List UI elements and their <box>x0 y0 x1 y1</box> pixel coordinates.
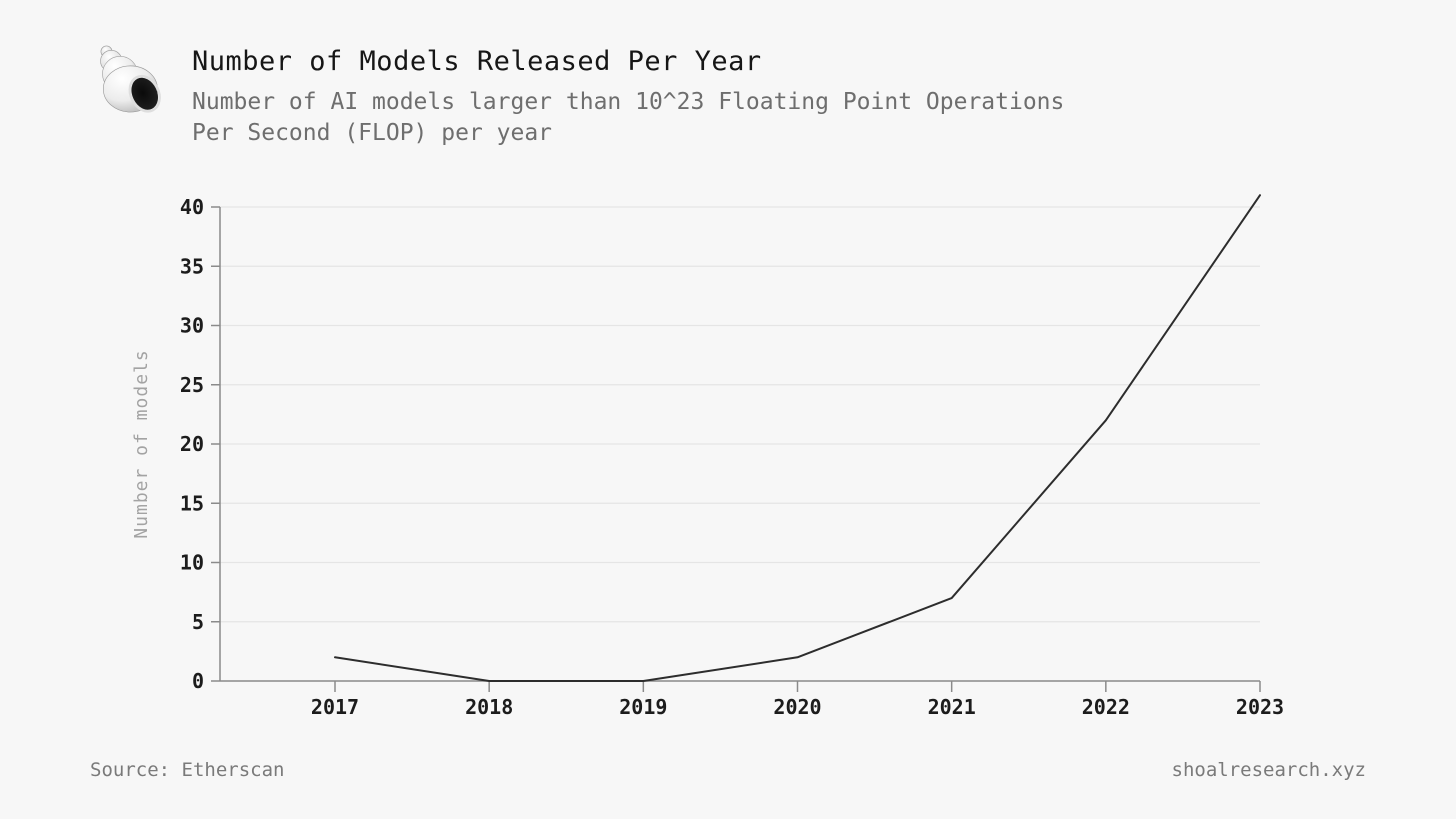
y-tick-label: 30 <box>180 314 204 338</box>
y-tick-label: 0 <box>192 669 204 693</box>
page-subtitle-line1: Number of AI models larger than 10^23 Fl… <box>192 89 1065 115</box>
header: Number of Models Released Per Year Numbe… <box>88 38 1064 149</box>
line-chart-svg: 0 5 10 15 20 25 30 35 40 2017 2018 2019 2020 2021 2022… <box>131 194 1284 719</box>
footer-source-label: Source: Etherscan <box>90 759 285 781</box>
data-line-series <box>334 194 1261 682</box>
x-tick-label: 2022 <box>1082 695 1130 719</box>
x-tick-label: 2023 <box>1236 695 1284 719</box>
page-subtitle-line2: Per Second (FLOP) per year <box>192 120 553 146</box>
y-tick-label: 25 <box>180 373 204 397</box>
footer-site-label: shoalresearch.xyz <box>1171 759 1366 781</box>
y-tick-label: 40 <box>180 195 204 219</box>
y-tick-label: 5 <box>192 610 204 634</box>
y-tick-label: 20 <box>180 432 204 456</box>
x-tick-label: 2018 <box>465 695 513 719</box>
x-tick-label: 2021 <box>928 695 976 719</box>
y-axis-title: Number of models <box>131 349 152 538</box>
header-text: Number of Models Released Per Year Numbe… <box>192 38 1064 149</box>
snail-shell-icon-svg <box>100 45 161 113</box>
y-tick-label: 10 <box>180 551 204 575</box>
page-subtitle: Number of AI models larger than 10^23 Fl… <box>192 87 1064 149</box>
y-tick-label: 15 <box>180 491 204 515</box>
x-tick-label: 2020 <box>773 695 821 719</box>
y-tick-label: 35 <box>180 254 204 278</box>
x-tick-label: 2017 <box>311 695 359 719</box>
page-title: Number of Models Released Per Year <box>192 46 762 77</box>
snail-shell-icon <box>88 38 168 124</box>
line-chart: 0 5 10 15 20 25 30 35 40 2017 2018 2019 2020 2021 2022… <box>90 180 1310 740</box>
x-tick-label: 2019 <box>619 695 667 719</box>
